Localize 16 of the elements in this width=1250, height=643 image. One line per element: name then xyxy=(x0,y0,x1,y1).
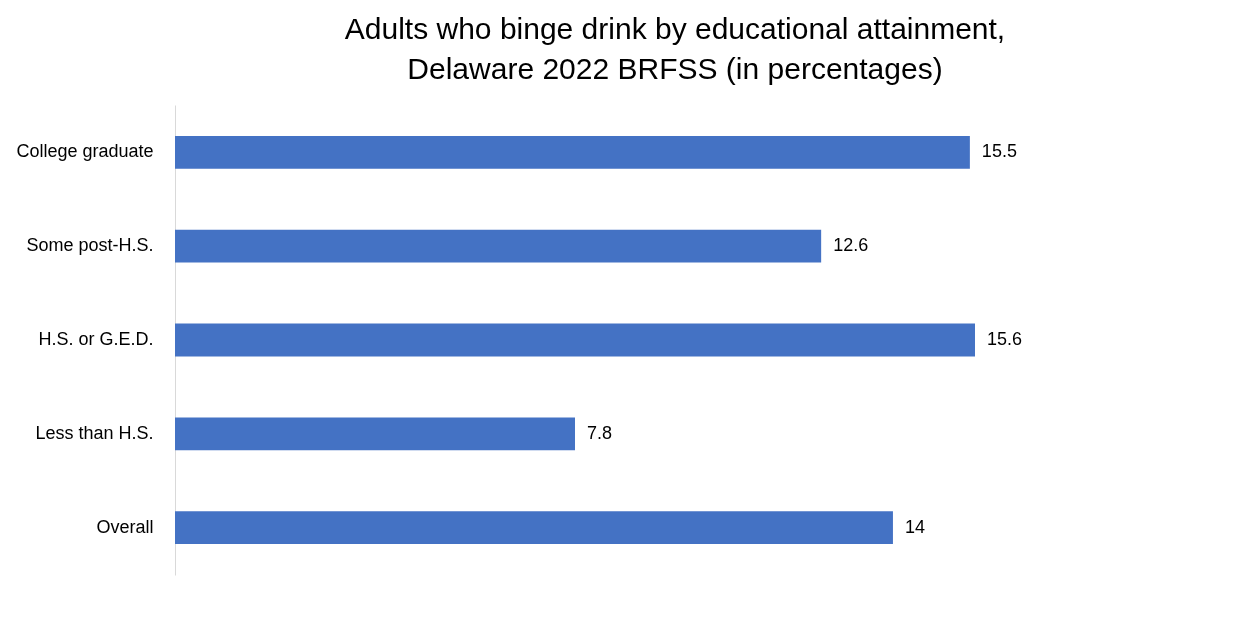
y-tick-label: College graduate xyxy=(16,141,154,162)
y-tick-label: H.S. or G.E.D. xyxy=(38,329,154,349)
bar xyxy=(175,323,975,357)
data-label: 7.8 xyxy=(587,422,613,443)
y-tick-label: Less than H.S. xyxy=(35,422,154,443)
data-label: 14 xyxy=(904,516,925,537)
chart-title: Adults who binge drink by educational attainment, Delaware 2022 BRFSS (in percentages) xyxy=(344,12,1006,85)
data-label: 12.6 xyxy=(833,235,869,256)
bar xyxy=(175,229,822,263)
data-label: 15.5 xyxy=(981,141,1017,162)
bar xyxy=(175,135,970,169)
y-tick-label: Some post-H.S. xyxy=(26,235,154,256)
y-tick-label: Overall xyxy=(96,516,154,537)
data-label: 15.6 xyxy=(987,329,1023,349)
bar xyxy=(175,511,893,545)
bar xyxy=(175,417,575,451)
